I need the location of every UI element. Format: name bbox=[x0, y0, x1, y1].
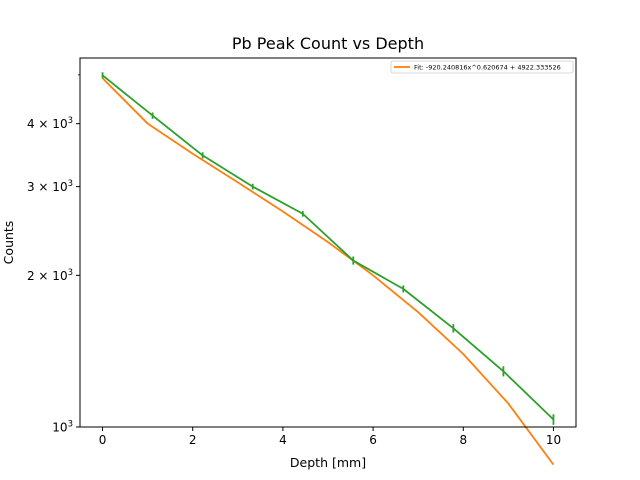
plot-frame bbox=[79, 57, 577, 428]
y-tick-label: 3 × 103 bbox=[27, 179, 73, 194]
x-tick-label: 10 bbox=[546, 433, 561, 447]
y-tick-exponent: 3 bbox=[68, 179, 73, 189]
y-tick-exponent: 3 bbox=[68, 116, 73, 126]
y-tick-exponent: 3 bbox=[68, 420, 73, 430]
series-line-0 bbox=[101, 77, 555, 466]
legend: Fit: -920.240816x^0.620674 + 4922.333526 bbox=[390, 60, 574, 74]
x-tick-label: 6 bbox=[369, 433, 377, 447]
x-tick-label: 0 bbox=[99, 433, 107, 447]
y-axis-label: Counts bbox=[1, 221, 16, 265]
y-tick-base: 10 bbox=[52, 421, 67, 435]
y-tick-label: 103 bbox=[52, 420, 73, 435]
legend-box bbox=[390, 60, 574, 74]
x-axis-label: Depth [mm] bbox=[290, 455, 366, 470]
legend-entry: Fit: -920.240816x^0.620674 + 4922.333526 bbox=[414, 63, 561, 71]
x-tick-label: 2 bbox=[189, 433, 197, 447]
y-tick-base: 3 × 10 bbox=[27, 180, 68, 194]
series-layer bbox=[101, 72, 555, 466]
chart-title: Pb Peak Count vs Depth bbox=[232, 34, 424, 53]
y-tick-base: 2 × 10 bbox=[27, 269, 68, 283]
y-tick-label: 2 × 103 bbox=[27, 268, 73, 283]
x-tick-label: 4 bbox=[279, 433, 287, 447]
series-line-1 bbox=[101, 74, 555, 421]
y-tick-base: 4 × 10 bbox=[27, 117, 68, 131]
x-tick-label: 8 bbox=[459, 433, 467, 447]
x-axis: 0 2 4 6 8 10 bbox=[99, 427, 561, 447]
y-tick-label: 4 × 103 bbox=[27, 116, 73, 131]
y-tick-exponent: 3 bbox=[68, 268, 73, 278]
